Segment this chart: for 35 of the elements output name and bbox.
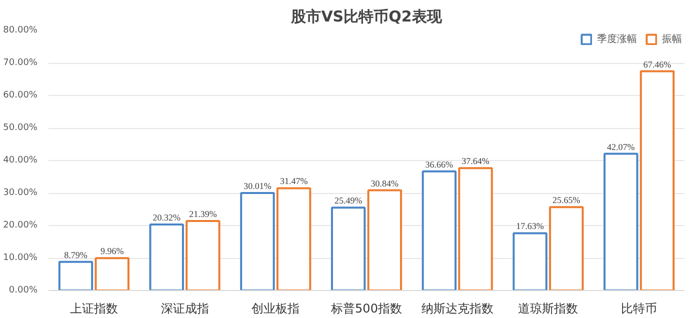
data-label: 42.07% bbox=[607, 142, 636, 152]
x-tick-label: 道琼斯指数 bbox=[518, 302, 578, 316]
data-label: 30.84% bbox=[370, 178, 400, 188]
y-tick-label: 20.00% bbox=[3, 220, 38, 230]
x-tick-label: 纳斯达克指数 bbox=[421, 302, 494, 316]
data-label: 20.32% bbox=[152, 212, 181, 222]
data-label: 25.49% bbox=[334, 196, 363, 206]
data-label: 31.47% bbox=[280, 176, 308, 186]
y-tick-label: 70.00% bbox=[3, 58, 38, 68]
x-tick-label: 比特币 bbox=[621, 302, 658, 316]
data-label: 17.63% bbox=[516, 221, 544, 232]
bar bbox=[367, 189, 402, 290]
x-tick-label: 深证成指 bbox=[160, 302, 209, 316]
y-tick-label: 40.00% bbox=[3, 156, 38, 166]
y-tick-label: 30.00% bbox=[3, 188, 38, 198]
data-label: 21.39% bbox=[189, 208, 218, 219]
y-tick-label: 80.00% bbox=[3, 26, 38, 36]
legend-label: 季度涨幅 bbox=[597, 32, 637, 46]
y-tick-label: 50.00% bbox=[3, 123, 38, 133]
x-tick-label: 创业板指 bbox=[252, 302, 300, 316]
x-tick-label: 上证指数 bbox=[70, 302, 118, 316]
y-tick-label: 60.00% bbox=[3, 90, 38, 100]
x-tick-label: 标普500指数 bbox=[330, 302, 402, 316]
data-label: 25.65% bbox=[552, 195, 581, 206]
y-tick-label: 0.00% bbox=[8, 286, 38, 296]
data-label: 9.96% bbox=[100, 246, 124, 256]
data-label: 30.01% bbox=[244, 180, 272, 191]
data-label: 36.66% bbox=[425, 159, 454, 170]
data-label: 8.79% bbox=[64, 250, 88, 260]
data-label: 37.64% bbox=[462, 156, 490, 166]
y-tick-label: 10.00% bbox=[3, 253, 38, 263]
data-label: 67.46% bbox=[643, 59, 672, 70]
legend-label: 振幅 bbox=[662, 33, 682, 46]
bar bbox=[330, 206, 366, 290]
chart-title: 股市VS比特币Q2表现 bbox=[290, 8, 443, 26]
